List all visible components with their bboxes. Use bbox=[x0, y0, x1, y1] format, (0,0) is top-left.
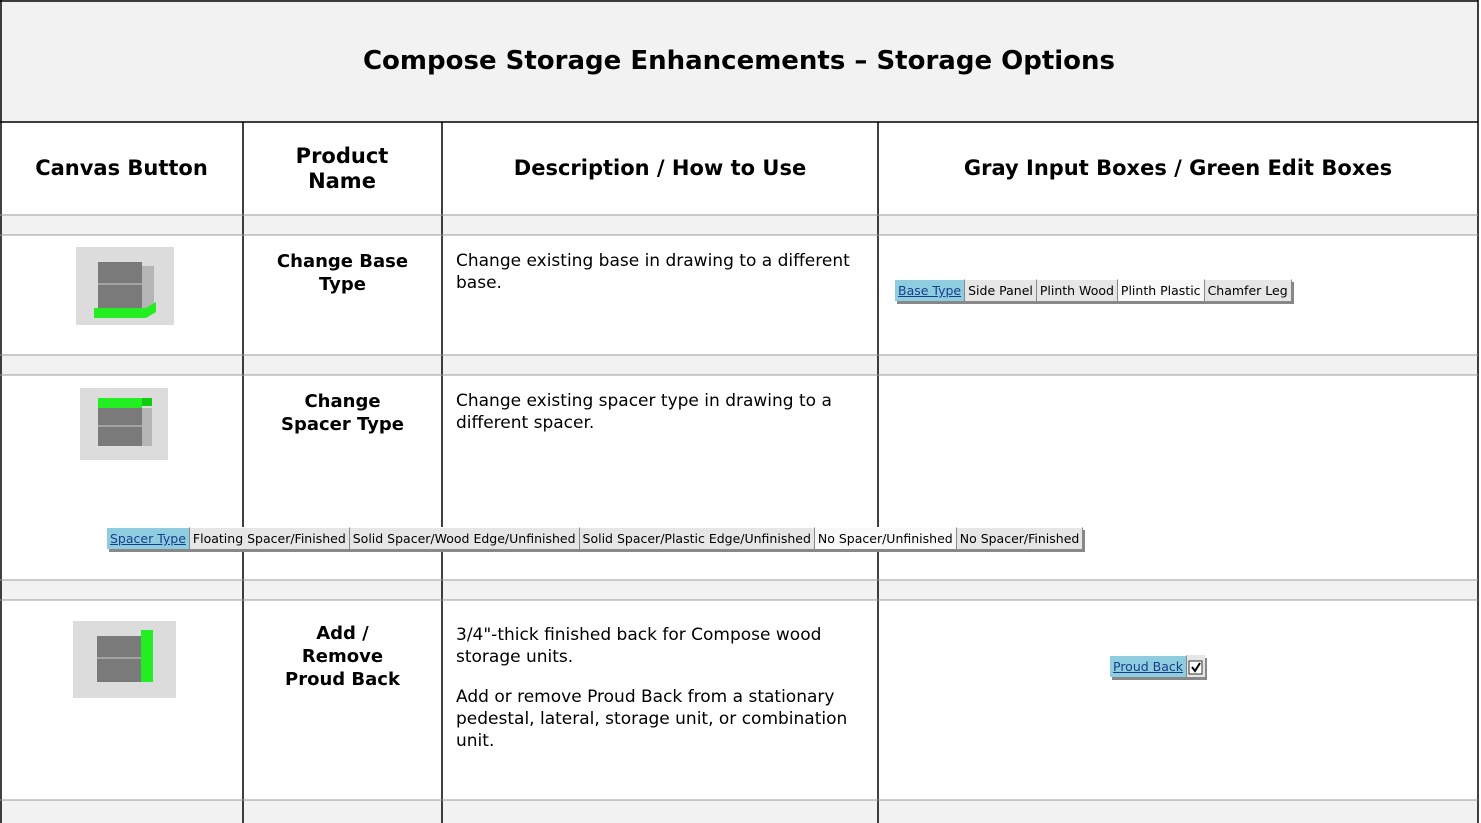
product-line: Spacer Type bbox=[281, 414, 404, 435]
input-label[interactable]: Spacer Type bbox=[107, 527, 190, 549]
product-name: Change Base Type bbox=[243, 250, 442, 296]
option[interactable]: Side Panel bbox=[965, 279, 1037, 301]
option[interactable]: No Spacer/Unfinished bbox=[814, 527, 957, 549]
product-line: Change bbox=[304, 391, 381, 412]
column-header: Canvas Button bbox=[35, 156, 208, 180]
product-line: Add / bbox=[316, 623, 369, 644]
description-text: Change existing base in drawing to a dif… bbox=[456, 251, 850, 293]
option[interactable]: No Spacer/Finished bbox=[956, 527, 1084, 549]
icon-proud-back bbox=[73, 621, 176, 698]
title: Compose Storage Enhancements – Storage O… bbox=[362, 46, 1116, 76]
input-toolbar: Proud Back bbox=[1110, 655, 1206, 677]
spacer-row bbox=[0, 580, 1478, 600]
option[interactable]: Solid Spacer/Plastic Edge/Unfinished bbox=[579, 527, 815, 549]
product-line: Remove bbox=[301, 646, 384, 667]
product-name: Change Spacer Type bbox=[243, 390, 442, 436]
option[interactable]: Chamfer Leg bbox=[1204, 279, 1292, 301]
product-name: Add / Remove Proud Back bbox=[243, 622, 442, 691]
icon-base bbox=[76, 247, 174, 325]
spacer-row bbox=[0, 800, 1478, 823]
title-bg bbox=[0, 0, 1478, 122]
column-header: Gray Input Boxes / Green Edit Boxes bbox=[963, 156, 1393, 180]
option[interactable]: Floating Spacer/Finished bbox=[189, 527, 350, 549]
description-text: Change existing spacer type in drawing t… bbox=[456, 391, 832, 433]
description-text: Add or remove Proud Back from a stationa… bbox=[456, 687, 848, 751]
column-header: Product Name bbox=[295, 143, 389, 193]
description-text: 3/4"-thick finished back for Compose woo… bbox=[456, 625, 822, 667]
description: 3/4"-thick finished back for Compose woo… bbox=[456, 624, 851, 770]
product-line: Change Base bbox=[276, 251, 409, 272]
input-toolbar: Base Type Side Panel Plinth Wood Plinth … bbox=[895, 279, 1292, 301]
product-line: Proud Back bbox=[285, 669, 400, 690]
description: Change existing spacer type in drawing t… bbox=[456, 390, 836, 452]
product-line: Type bbox=[319, 274, 366, 295]
spacer-row bbox=[0, 215, 1478, 235]
spacer-row bbox=[0, 355, 1478, 375]
input-label[interactable]: Proud Back bbox=[1110, 655, 1188, 677]
input-label[interactable]: Base Type bbox=[895, 279, 966, 301]
option[interactable]: Plinth Plastic bbox=[1117, 279, 1205, 301]
column-header: Description / How to Use bbox=[513, 156, 807, 180]
option[interactable]: Plinth Wood bbox=[1036, 279, 1118, 301]
input-toolbar: Spacer Type Floating Spacer/Finished Sol… bbox=[107, 527, 1084, 549]
icon-spacer bbox=[80, 388, 168, 460]
description: Change existing base in drawing to a dif… bbox=[456, 250, 868, 312]
option[interactable]: Solid Spacer/Wood Edge/Unfinished bbox=[349, 527, 580, 549]
checkbox[interactable] bbox=[1187, 655, 1206, 677]
